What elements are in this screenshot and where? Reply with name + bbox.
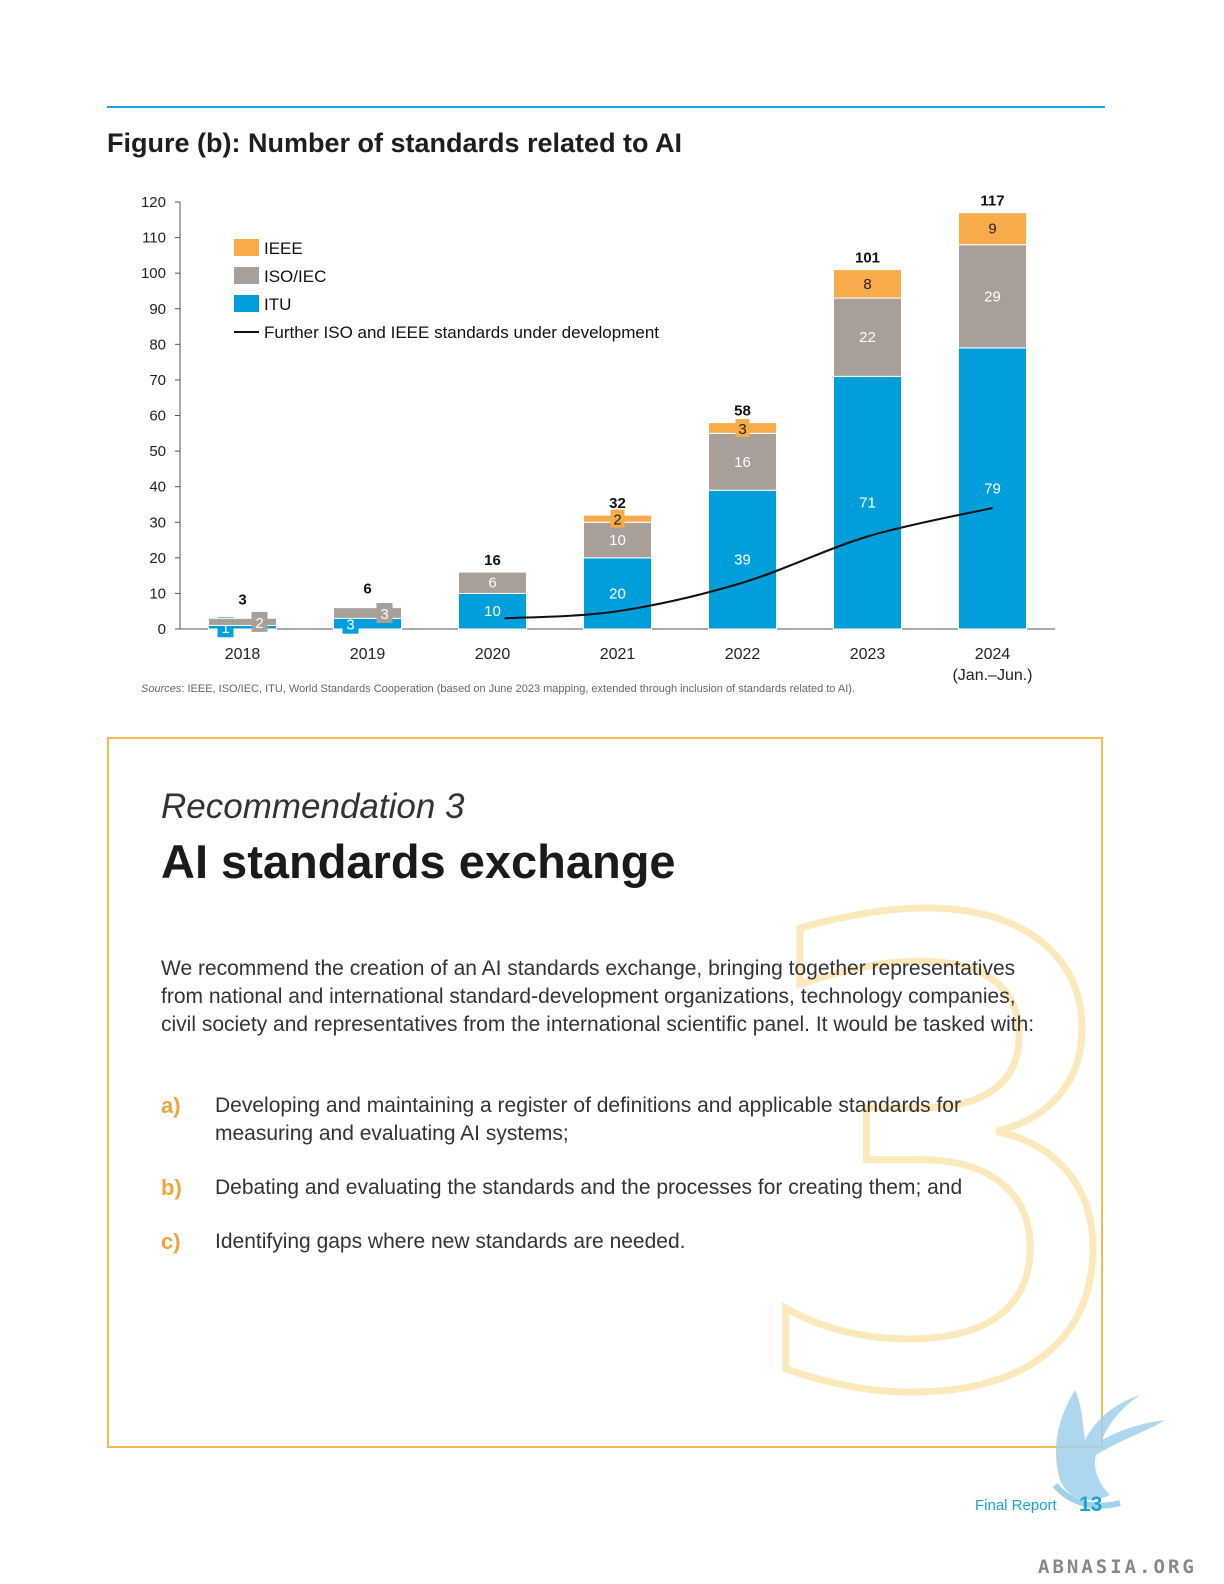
recommendation-kicker: Recommendation 3 — [161, 787, 465, 826]
bar-value-label: 71 — [859, 495, 876, 512]
bar-segment — [833, 375, 902, 630]
legend-label: ISO/IEC — [264, 267, 326, 286]
y-tick-label: 100 — [141, 265, 166, 282]
figure-sources: Sources: IEEE, ISO/IEC, ITU, World Stand… — [141, 683, 855, 695]
bar-total-label: 117 — [980, 193, 1004, 210]
decorative-numeral: 3 — [733, 838, 1101, 1446]
bar-value-label: 2 — [613, 512, 621, 529]
bar-segment — [833, 269, 902, 299]
bar-value-label: 10 — [484, 603, 501, 620]
bar-value-label: 22 — [859, 329, 876, 346]
list-item-text: Debating and evaluating the standards an… — [215, 1176, 963, 1199]
x-tick-label: 2021 — [600, 646, 636, 663]
trend-line — [504, 507, 993, 620]
list-item: c) Identifying gaps where new standards … — [161, 1228, 1051, 1256]
y-tick-label: 60 — [149, 408, 166, 425]
value-label-tag — [251, 611, 268, 632]
y-tick-label: 10 — [149, 585, 166, 602]
recommendation-box: 3 Recommendation 3 AI standards exchange… — [107, 737, 1103, 1448]
footer-label: Final Report — [975, 1497, 1057, 1514]
bar-segment — [958, 347, 1027, 630]
x-tick-label: 2023 — [850, 646, 886, 663]
legend-swatch — [234, 267, 259, 284]
bar-value-label: 1 — [221, 620, 229, 637]
y-tick-label: 40 — [149, 479, 166, 496]
list-marker: b) — [161, 1175, 182, 1200]
list-item-text: Identifying gaps where new standards are… — [215, 1230, 686, 1253]
list-marker: a) — [161, 1093, 181, 1118]
bar-segment — [708, 432, 777, 491]
y-tick-label: 110 — [142, 230, 166, 247]
bar-segment — [583, 557, 652, 630]
legend-swatch — [234, 239, 259, 256]
y-tick-label: 30 — [149, 514, 166, 531]
legend-label: Further ISO and IEEE standards under dev… — [264, 323, 659, 342]
value-label-tag — [735, 418, 750, 437]
bar-value-label: 3 — [738, 421, 746, 438]
value-label-tag — [376, 602, 393, 623]
bar-total-label: 16 — [484, 552, 501, 569]
bar-value-label: 3 — [346, 617, 354, 634]
y-tick-label: 70 — [149, 372, 166, 389]
x-tick-label: 2020 — [475, 646, 511, 663]
list-item: b) Debating and evaluating the standards… — [161, 1174, 1051, 1202]
bar-segment — [958, 212, 1027, 246]
x-tick-label: 2019 — [350, 646, 386, 663]
bar-value-label: 10 — [609, 532, 626, 549]
y-tick-label: 0 — [158, 621, 166, 638]
sources-text: : IEEE, ISO/IEC, ITU, World Standards Co… — [181, 683, 855, 695]
bar-segment — [458, 571, 527, 594]
page-number: 13 — [1079, 1493, 1103, 1516]
x-tick-label: 2022 — [725, 646, 761, 663]
bar-value-label: 39 — [734, 552, 751, 569]
bar-total-label: 101 — [855, 250, 880, 267]
legend-label: ITU — [264, 295, 291, 314]
x-tick-sublabel: (Jan.–Jun.) — [952, 667, 1032, 684]
y-tick-label: 50 — [149, 443, 166, 460]
bar-segment — [458, 592, 527, 630]
recommendation-title: AI standards exchange — [161, 835, 676, 888]
site-watermark: ABNASIA.ORG — [1038, 1556, 1197, 1578]
y-tick-label: 80 — [149, 336, 166, 353]
bar-total-label: 58 — [734, 403, 751, 420]
bar-value-label: 20 — [609, 585, 626, 602]
sources-label: Sources — [141, 683, 182, 695]
bar-segment — [583, 521, 652, 559]
bar-segment — [833, 297, 902, 377]
bar-value-label: 79 — [984, 480, 1001, 497]
legend-swatch — [234, 295, 259, 312]
bar-value-label: 8 — [863, 276, 871, 293]
top-rule — [107, 106, 1105, 108]
bar-value-label: 6 — [488, 575, 496, 592]
y-tick-label: 120 — [141, 194, 166, 211]
bar-value-label: 9 — [988, 221, 996, 238]
figure-title: Figure (b): Number of standards related … — [107, 128, 683, 158]
bar-segment — [958, 244, 1027, 349]
bird-logo-icon — [1052, 1390, 1165, 1509]
value-label-tag — [610, 509, 625, 528]
bar-segment — [333, 607, 402, 619]
bar-value-label: 2 — [255, 615, 263, 632]
x-tick-label: 2018 — [225, 646, 261, 663]
bar-value-label: 29 — [984, 288, 1001, 305]
x-tick-label: 2024 — [975, 646, 1011, 663]
list-marker: c) — [161, 1229, 181, 1254]
bar-total-label: 6 — [363, 581, 371, 598]
list-item: a) Developing and maintaining a register… — [161, 1092, 1051, 1148]
bar-value-label: 3 — [380, 606, 388, 623]
y-tick-label: 20 — [149, 550, 166, 567]
bar-value-label: 16 — [734, 454, 751, 471]
bar-total-label: 3 — [238, 591, 246, 608]
bar-segment — [208, 617, 277, 626]
y-tick-label: 90 — [149, 301, 166, 318]
legend-label: IEEE — [264, 239, 303, 258]
list-item-text: Developing and maintaining a register of… — [215, 1094, 961, 1145]
recommendation-intro: We recommend the creation of an AI stand… — [161, 957, 1035, 1036]
bar-total-label: 32 — [609, 495, 626, 512]
bar-segment — [708, 489, 777, 630]
